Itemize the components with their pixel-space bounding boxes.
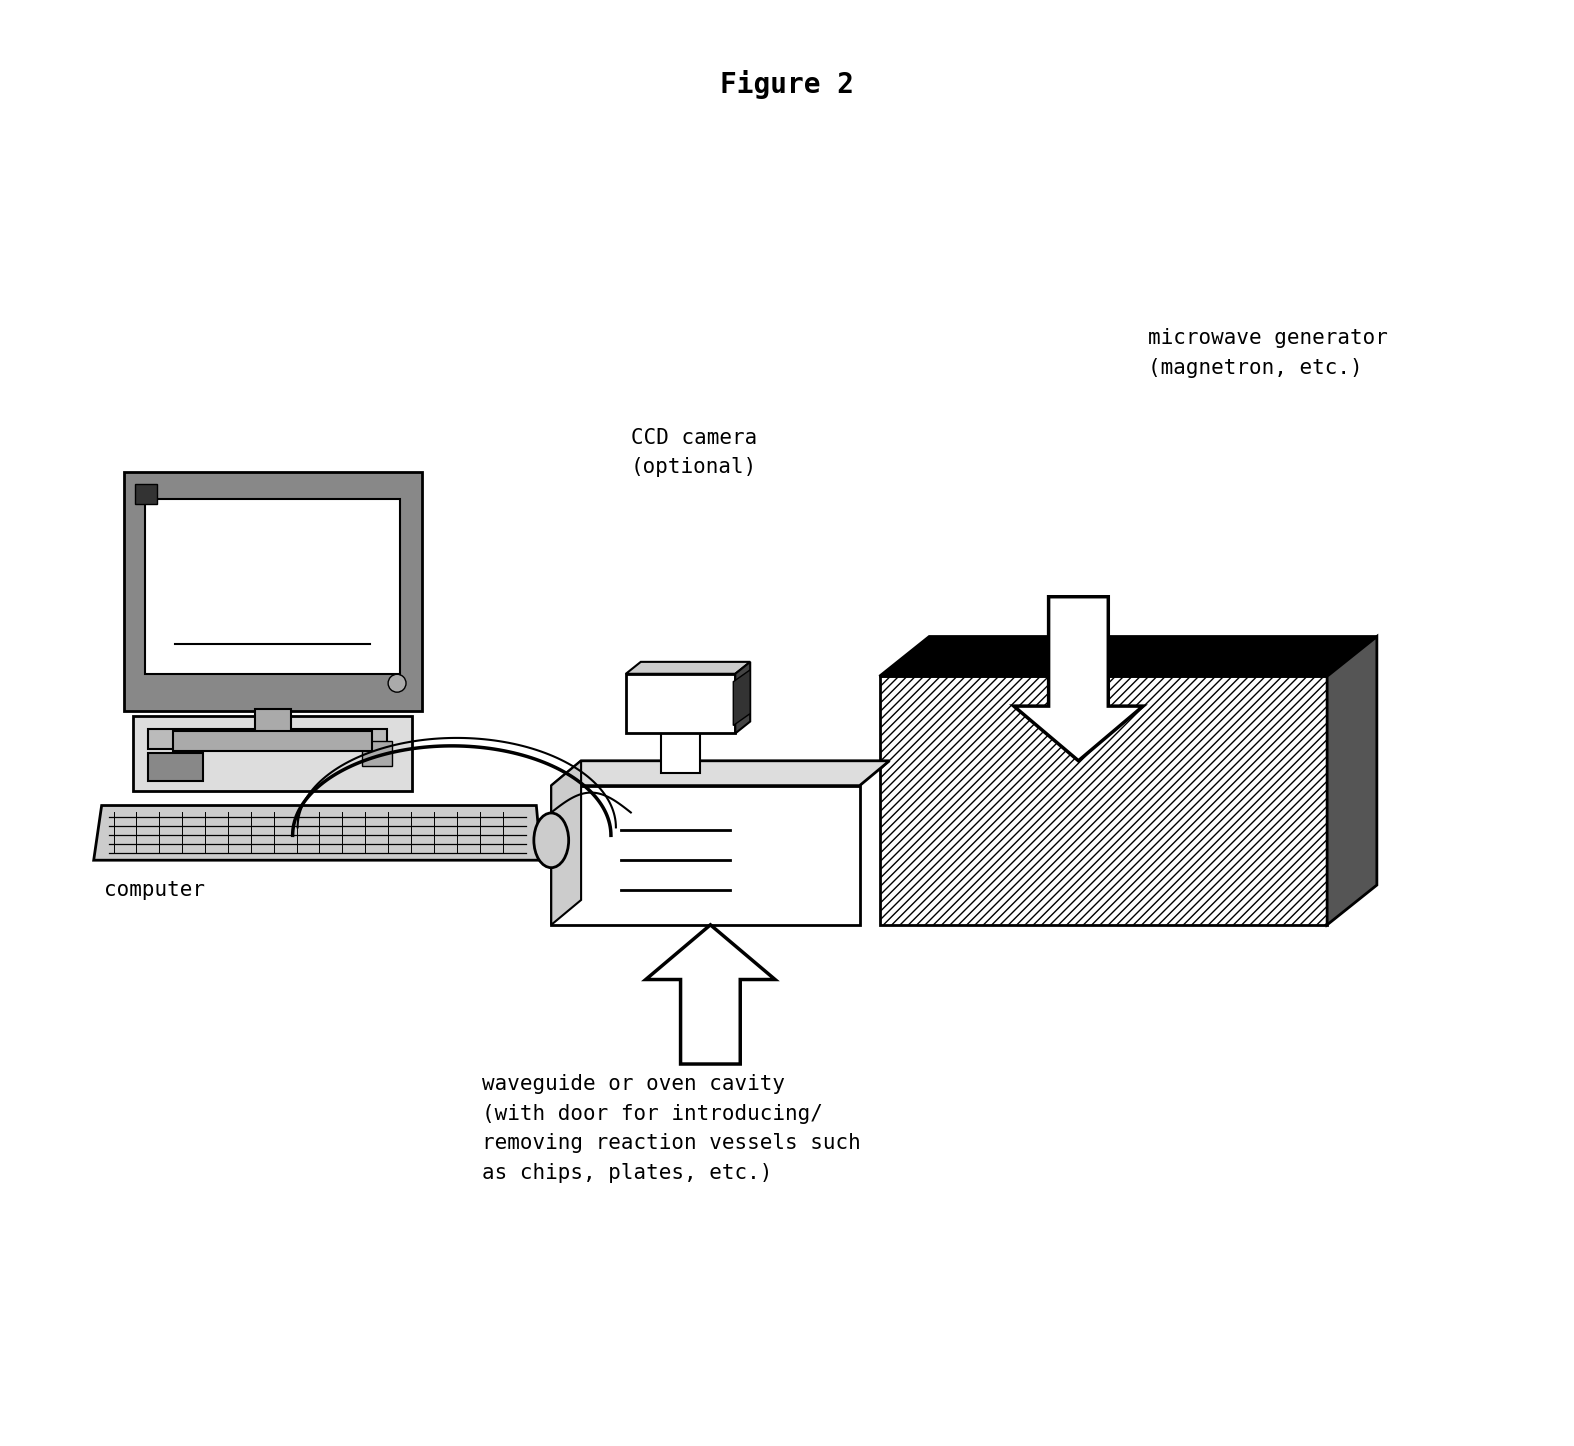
Bar — [626, 674, 735, 733]
Text: microwave generator
(magnetron, etc.): microwave generator (magnetron, etc.) — [1147, 328, 1388, 377]
Bar — [661, 733, 700, 774]
Polygon shape — [551, 761, 581, 925]
Polygon shape — [733, 669, 751, 726]
Polygon shape — [1327, 636, 1377, 925]
Polygon shape — [626, 662, 751, 674]
Ellipse shape — [534, 813, 568, 868]
Text: computer: computer — [104, 881, 205, 899]
Bar — [173, 732, 371, 750]
Bar — [123, 473, 422, 711]
Bar — [880, 677, 1327, 925]
Text: Figure 2: Figure 2 — [719, 69, 855, 98]
Text: waveguide or oven cavity
(with door for introducing/
removing reaction vessels s: waveguide or oven cavity (with door for … — [482, 1074, 861, 1183]
Bar — [135, 484, 157, 505]
Text: CCD camera
(optional): CCD camera (optional) — [631, 428, 757, 477]
Polygon shape — [735, 662, 751, 733]
Polygon shape — [645, 925, 774, 1064]
Bar — [255, 709, 291, 733]
Bar — [148, 729, 387, 749]
Bar — [148, 753, 203, 781]
Polygon shape — [880, 636, 1377, 677]
Ellipse shape — [389, 674, 406, 693]
Bar — [362, 740, 392, 766]
Polygon shape — [94, 805, 541, 860]
Polygon shape — [551, 761, 889, 785]
Bar — [134, 716, 412, 791]
Bar — [551, 785, 859, 925]
Bar — [145, 499, 400, 674]
Polygon shape — [1014, 597, 1143, 761]
